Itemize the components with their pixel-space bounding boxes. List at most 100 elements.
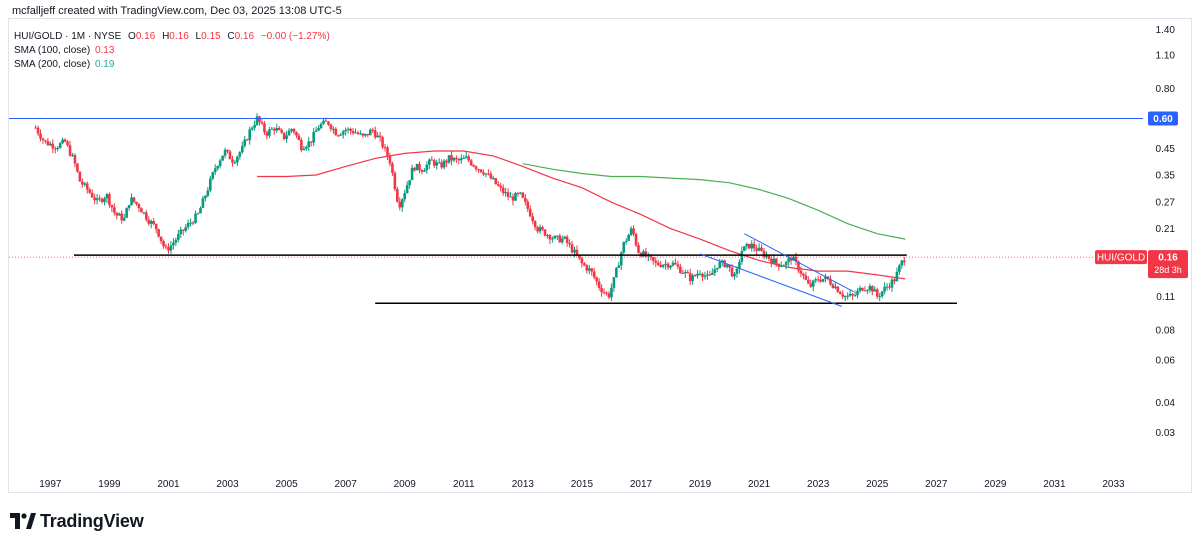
candle-body <box>853 295 857 297</box>
candle-body <box>610 287 613 298</box>
candle-body <box>447 155 451 163</box>
candle-body <box>452 157 456 161</box>
candle-body <box>708 274 712 276</box>
candle-body <box>590 268 594 272</box>
candle-body <box>334 128 338 136</box>
symbol-tag <box>1095 250 1147 265</box>
candle-body <box>632 228 635 234</box>
candle-body <box>543 229 547 236</box>
candle-body <box>622 241 626 253</box>
sma100-row[interactable]: SMA (100, close) 0.13 <box>14 44 330 58</box>
tradingview-brand[interactable]: TradingView <box>10 510 144 532</box>
candle-body <box>275 128 279 131</box>
candle-body <box>228 151 232 160</box>
candle-body <box>46 141 50 146</box>
y-tick-label: 1.10 <box>1156 50 1176 61</box>
candle-body <box>733 273 736 277</box>
candle-body <box>607 293 611 298</box>
candle-body <box>750 243 754 249</box>
candle-body <box>213 168 217 173</box>
candle-body <box>799 270 803 274</box>
low-value: 0.15 <box>201 31 221 42</box>
candle-body <box>169 245 173 251</box>
candle-body <box>36 127 40 134</box>
candle-body <box>393 172 397 190</box>
y-tick-label: 0.03 <box>1156 428 1176 439</box>
candle-body <box>268 129 271 136</box>
candle-body <box>66 141 69 146</box>
candle-body <box>794 256 798 262</box>
candle-body <box>430 159 434 161</box>
candle-body <box>797 261 800 271</box>
candle-body <box>49 143 52 146</box>
hline-price-tag <box>1148 111 1178 126</box>
candle-body <box>44 140 47 142</box>
candle-body <box>250 127 254 130</box>
candle-body <box>125 208 128 218</box>
candle-body <box>902 260 906 263</box>
candle-body <box>875 289 879 297</box>
change-value: −0.00 (−1.27%) <box>260 31 330 42</box>
candle-body <box>883 286 886 292</box>
candle-body <box>851 293 854 296</box>
x-tick-label: 2005 <box>275 479 298 490</box>
candle-body <box>779 265 783 267</box>
candle-body <box>501 187 505 194</box>
low-label: L <box>195 31 202 42</box>
candle-body <box>285 135 288 139</box>
candle-body <box>435 162 439 166</box>
candle-body <box>696 273 699 276</box>
hline-price-tag-text: 0.60 <box>1153 114 1173 125</box>
candle-body <box>223 149 227 156</box>
x-tick-label: 2023 <box>807 479 830 490</box>
candle-body <box>432 160 436 166</box>
candle-body <box>455 157 458 160</box>
candle-body <box>526 201 530 209</box>
sma200-row[interactable]: SMA (200, close) 0.19 <box>14 58 330 72</box>
candle-body <box>706 274 709 276</box>
candle-body <box>85 183 89 190</box>
candle-body <box>408 180 411 186</box>
candle-body <box>132 197 136 202</box>
chart-legend: HUI/GOLD · 1M · NYSE O0.16 H0.16 L0.15 C… <box>14 30 330 72</box>
candle-body <box>211 172 215 179</box>
candle-body <box>110 205 114 208</box>
price-tag <box>1148 250 1188 279</box>
candle-body <box>420 170 424 172</box>
candle-body <box>415 163 419 171</box>
candle-body <box>467 156 471 161</box>
x-tick-label: 2003 <box>216 479 239 490</box>
symbol-label[interactable]: HUI/GOLD · 1M · NYSE <box>14 31 122 42</box>
candle-body <box>565 236 569 243</box>
candle-body <box>644 251 648 257</box>
candle-body <box>804 275 808 280</box>
candle-body <box>304 146 308 149</box>
x-tick-label: 2007 <box>335 479 358 490</box>
candle-body <box>831 284 835 289</box>
y-tick-label: 0.04 <box>1156 398 1176 409</box>
candle-body <box>834 286 837 289</box>
candle-body <box>371 129 375 131</box>
countdown-text: 28d 3h <box>1154 265 1182 275</box>
candle-body <box>782 265 786 267</box>
candle-body <box>519 192 522 194</box>
sma100-label: SMA (100, close) <box>14 45 91 56</box>
candle-body <box>336 135 340 137</box>
x-tick-label: 2029 <box>984 479 1007 490</box>
candle-body <box>713 269 717 273</box>
candle-body <box>206 190 210 196</box>
candle-body <box>329 124 333 130</box>
candle-body <box>861 287 864 291</box>
candle-body <box>56 147 60 149</box>
candle-body <box>152 221 156 224</box>
candle-body <box>51 143 55 149</box>
candle-body <box>120 213 124 221</box>
candle-body <box>400 199 404 208</box>
x-tick-label: 2013 <box>512 479 535 490</box>
channel-line <box>699 253 842 307</box>
candle-body <box>602 292 606 294</box>
candle-body <box>482 172 485 175</box>
candle-body <box>76 163 79 172</box>
candle-body <box>765 255 768 257</box>
